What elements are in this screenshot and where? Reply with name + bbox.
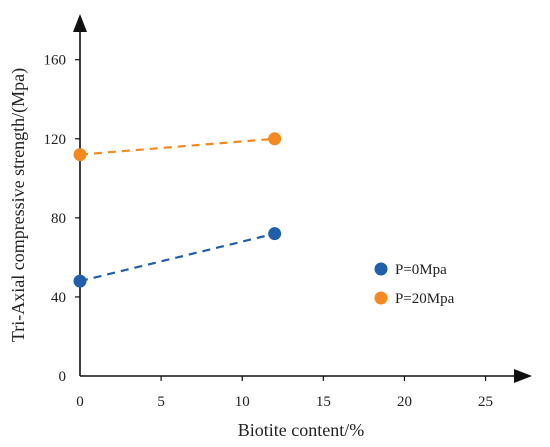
series-line-2: [79, 137, 275, 156]
x-tick-label: 15: [316, 394, 331, 410]
y-tick-label: 0: [59, 369, 67, 385]
x-tick-label: 0: [76, 394, 84, 410]
series-line-1: [79, 232, 275, 283]
legend-marker: [374, 291, 388, 305]
legend: P=0Mpa P=20Mpa: [374, 262, 455, 307]
x-axis-title: Biotite content/%: [238, 420, 364, 440]
x-tick-label: 10: [235, 394, 250, 410]
axes: [73, 14, 532, 383]
x-axis-arrow: [514, 369, 532, 383]
data-point: [73, 274, 87, 288]
x-tick-label: 25: [478, 394, 493, 410]
plot-area: [73, 132, 282, 288]
y-tick-label: 120: [44, 132, 67, 148]
y-axis-title: Tri-Axial compressive strength/(Mpa): [8, 68, 29, 342]
ticks: 0 5 10 15 20 25 0 40 80 120 160: [44, 53, 494, 410]
y-tick-label: 80: [51, 211, 66, 227]
legend-marker: [374, 262, 388, 276]
legend-label: P=20Mpa: [395, 291, 455, 307]
x-tick-label: 5: [157, 394, 165, 410]
data-point: [73, 148, 87, 162]
y-tick-label: 40: [51, 290, 66, 306]
legend-label: P=0Mpa: [395, 262, 447, 278]
y-tick-label: 160: [44, 53, 67, 69]
x-tick-label: 20: [397, 394, 412, 410]
y-axis-arrow: [73, 14, 87, 32]
data-point: [268, 132, 282, 146]
data-point: [268, 227, 282, 241]
